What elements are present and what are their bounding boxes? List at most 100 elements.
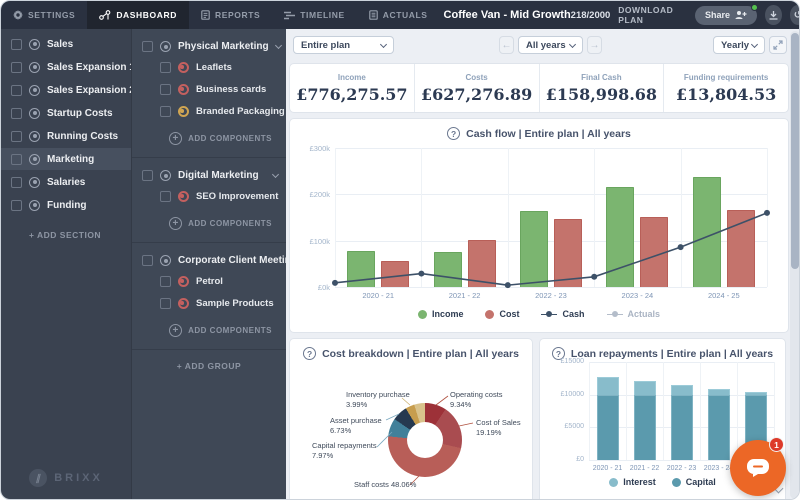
component-leaflets[interactable]: Leaflets [132, 56, 286, 78]
section-checkbox[interactable] [11, 176, 22, 188]
download-icon[interactable] [765, 5, 782, 25]
share-button[interactable]: Share [695, 3, 759, 25]
sidebar-item-marketing[interactable]: Marketing [1, 148, 131, 170]
prev-period-button[interactable]: ← [499, 36, 514, 54]
sidebar-item-running-costs[interactable]: Running Costs [1, 125, 131, 147]
x-tick-label: 2023 - 24 [703, 465, 734, 472]
legend-cash[interactable]: Cash [541, 309, 585, 319]
loan-bar-interest-2022-23 [670, 384, 693, 395]
y-tick-label: £0 [576, 456, 584, 463]
history-icon[interactable]: ↺ [789, 5, 799, 25]
sidebar-item-sales[interactable]: Sales [1, 33, 131, 55]
fullscreen-icon[interactable] [769, 36, 787, 54]
group-checkbox[interactable] [142, 170, 153, 181]
add-components-button[interactable]: + ADD COMPONENTS [132, 314, 286, 339]
help-circle-icon[interactable]: ? [447, 127, 461, 140]
component-icon [178, 275, 189, 287]
cashflow-bar-income-2021-22 [433, 251, 462, 287]
sections-list: Sales Sales Expansion 1 Sales Expansion … [1, 29, 135, 216]
legend-income[interactable]: Income [417, 309, 464, 319]
group-header[interactable]: Digital Marketing [132, 166, 286, 185]
chevron-down-icon[interactable] [274, 41, 282, 50]
nav-tab-actuals[interactable]: ACTUALS [357, 1, 440, 29]
component-branded-packaging[interactable]: Branded Packaging [132, 100, 286, 122]
sidebar-item-sales-expansion-2[interactable]: Sales Expansion 2 [1, 79, 135, 101]
help-circle-icon[interactable]: ? [551, 347, 565, 360]
plan-title: Coffee Van - Mid Growth [443, 9, 571, 21]
loan-legend: Interest Capital [540, 477, 785, 487]
download-plan-button[interactable]: DOWNLOAD PLAN [618, 5, 674, 25]
section-checkbox[interactable] [11, 153, 22, 165]
scope-select[interactable]: Entire plan [293, 36, 394, 54]
sidebar-item-salaries[interactable]: Salaries [1, 171, 131, 193]
chevron-down-icon[interactable] [271, 170, 280, 179]
granularity-select[interactable]: Yearly [713, 36, 765, 54]
section-label: Running Costs [47, 130, 119, 142]
person-plus-icon [735, 11, 747, 19]
section-checkbox[interactable] [11, 107, 22, 119]
legend-actuals[interactable]: Actuals [606, 309, 660, 319]
groups-list: Physical Marketing Leaflets Business car… [132, 29, 286, 350]
component-checkbox[interactable] [160, 61, 171, 73]
legend-capital[interactable]: Capital [671, 477, 716, 487]
component-label: Leaflets [196, 61, 232, 73]
component-checkbox[interactable] [160, 275, 171, 287]
plus-circle-icon: + [169, 324, 183, 337]
group-header[interactable]: Corporate Client Meetings [132, 251, 286, 270]
add-components-button[interactable]: + ADD COMPONENTS [132, 207, 286, 232]
pie-label-asset-purchase: Asset purchase 6.73% [330, 416, 382, 436]
section-checkbox[interactable] [11, 61, 22, 73]
scrollbar-thumb[interactable] [791, 33, 799, 269]
section-checkbox[interactable] [11, 130, 22, 142]
legend-dot-icon [671, 477, 681, 487]
nav-tab-settings[interactable]: SETTINGS [1, 1, 87, 29]
help-circle-icon[interactable]: ? [303, 347, 317, 360]
chat-launcher-button[interactable]: 1 [730, 437, 786, 496]
x-tick-label: 2022 - 23 [535, 291, 567, 300]
next-period-button[interactable]: → [587, 36, 602, 54]
period-select[interactable]: All years [518, 36, 583, 54]
section-checkbox[interactable] [11, 38, 22, 50]
add-group-button[interactable]: + ADD GROUP [176, 361, 242, 371]
legend-cost[interactable]: Cost [485, 309, 519, 319]
kpi-value: £158,998.68 [545, 84, 658, 104]
nav-tab-dashboard[interactable]: DASHBOARD [87, 1, 189, 29]
section-icon [29, 61, 40, 73]
main-area: Entire plan ← All years → Yearly Income … [286, 29, 799, 499]
group-checkbox[interactable] [142, 41, 153, 52]
group-label: Corporate Client Meetings [178, 255, 286, 266]
component-sample-products[interactable]: Sample Products [132, 292, 286, 314]
pie-label-inventory-purchase: Inventory purchase 3.99% [346, 390, 410, 410]
component-petrol[interactable]: Petrol [132, 270, 286, 292]
loan-bar-interest-2023-24 [707, 388, 730, 395]
nav-tab-reports[interactable]: REPORTS [189, 1, 272, 29]
legend-interest[interactable]: Interest [609, 477, 656, 487]
component-business-cards[interactable]: Business cards [132, 78, 286, 100]
kpi-value: £776,275.57 [296, 84, 408, 104]
section-checkbox[interactable] [11, 199, 22, 211]
add-section-button[interactable]: + ADD SECTION [29, 230, 102, 240]
sidebar-item-startup-costs[interactable]: Startup Costs [1, 102, 131, 124]
component-checkbox[interactable] [160, 297, 171, 309]
kpi-label: Final Cash [581, 72, 622, 82]
component-checkbox[interactable] [160, 190, 171, 202]
add-components-button[interactable]: + ADD COMPONENTS [132, 122, 286, 147]
x-tick-label: 2020 - 21 [362, 291, 395, 300]
sidebar-item-funding[interactable]: Funding [1, 194, 131, 216]
nav-label: REPORTS [214, 10, 261, 20]
group-checkbox[interactable] [142, 255, 153, 266]
section-icon [29, 107, 40, 119]
y-tick-label: £100k [309, 236, 330, 246]
component-seo-improvement[interactable]: SEO Improvement [132, 185, 286, 207]
sidebar-item-sales-expansion-1[interactable]: Sales Expansion 1 [1, 56, 135, 78]
component-label: Sample Products [196, 297, 274, 309]
section-checkbox[interactable] [11, 84, 22, 96]
section-icon [29, 38, 40, 50]
component-checkbox[interactable] [160, 105, 171, 117]
group-header[interactable]: Physical Marketing [132, 37, 286, 56]
component-icon [178, 105, 189, 117]
legend-label: Income [431, 309, 464, 319]
component-checkbox[interactable] [160, 83, 171, 95]
nav-tab-timeline[interactable]: TIMELINE [272, 1, 356, 29]
cost-breakdown-title: ? Cost breakdown | Entire plan | All yea… [290, 339, 532, 360]
